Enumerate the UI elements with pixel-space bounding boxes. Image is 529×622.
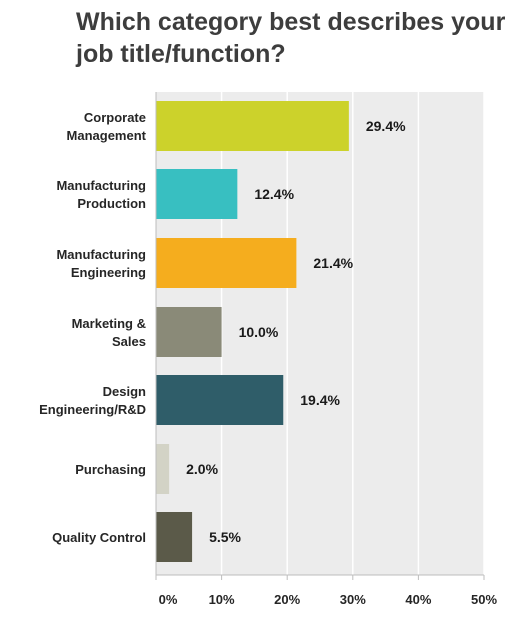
category-label: Manufacturing Production [56, 178, 146, 211]
bars [156, 101, 349, 562]
category-label: Design Engineering/R&D [39, 384, 146, 417]
bar [156, 444, 170, 494]
x-tick-label: 50% [471, 592, 497, 607]
bar [156, 169, 238, 219]
category-label: Quality Control [52, 530, 146, 545]
bar [156, 101, 349, 151]
bar [156, 307, 222, 357]
value-label: 29.4% [366, 118, 406, 134]
x-axis: 0% 10% 20% 30% 40% 50% [155, 92, 497, 607]
category-label: Marketing & Sales [72, 316, 146, 349]
x-tick-label: 10% [209, 592, 235, 607]
category-labels: Corporate Management Manufacturing Producti… [39, 110, 147, 545]
x-tick-label: 20% [274, 592, 300, 607]
value-label: 21.4% [313, 255, 353, 271]
category-label: Manufacturing Engineering [56, 247, 146, 280]
value-label: 12.4% [254, 186, 294, 202]
value-label: 5.5% [209, 529, 241, 545]
x-tick-label: 40% [405, 592, 431, 607]
chart-title: Which category best describes your job t… [76, 8, 506, 68]
x-tick-label: 30% [340, 592, 366, 607]
category-label: Corporate Management [67, 110, 147, 143]
value-label: 10.0% [239, 324, 279, 340]
value-label: 19.4% [300, 392, 340, 408]
bar [156, 238, 297, 288]
category-label: Purchasing [75, 462, 146, 477]
x-tick-label: 0% [159, 592, 178, 607]
value-labels: 29.4% 12.4% 21.4% 10.0% 19.4% 2.0% 5.5% [186, 118, 406, 545]
bar [156, 512, 193, 562]
bar [156, 375, 284, 425]
value-label: 2.0% [186, 461, 218, 477]
